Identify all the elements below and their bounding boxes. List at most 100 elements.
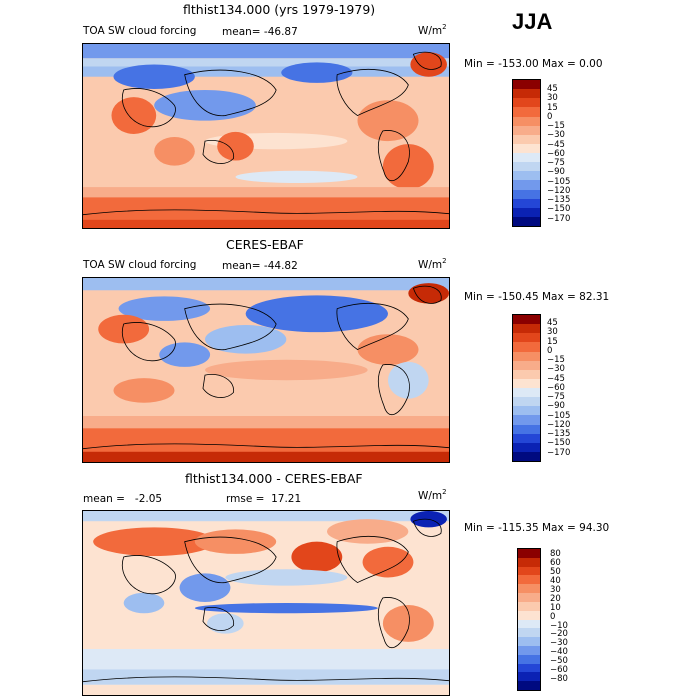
- legend-colorbar: [512, 314, 541, 462]
- min-max-text: Min = -150.45 Max = 82.31: [464, 291, 610, 303]
- legend-swatch: [518, 637, 540, 646]
- legend-swatch: [513, 315, 540, 325]
- legend-tick-label: −80: [550, 674, 568, 685]
- panel-title: CERES-EBAF: [226, 237, 304, 252]
- legend-tick-label: −170: [547, 213, 571, 224]
- rmse-value: rmse = 17.21: [226, 493, 302, 505]
- legend-swatch: [513, 424, 540, 434]
- units-base: W/m: [418, 259, 443, 271]
- map-plot: [82, 43, 450, 229]
- legend-tick-label: −60: [547, 148, 565, 159]
- legend-tick-label: 30: [547, 327, 558, 338]
- legend-swatch: [513, 369, 540, 379]
- legend-tick-label: 45: [547, 318, 558, 328]
- legend-tick-label: −135: [547, 429, 571, 439]
- legend-tick-label: −90: [547, 401, 565, 412]
- units-base: W/m: [418, 25, 443, 37]
- legend-swatch: [513, 378, 540, 388]
- legend-tick-label: −45: [547, 373, 565, 384]
- legend-tick-label: 0: [547, 111, 553, 122]
- legend-ticks: 80 60 50 40 30 20 10 0 −10 −20 −30 −40 −50 −60 −80: [550, 549, 568, 685]
- units-label: W/m2: [418, 23, 447, 38]
- legend-swatch: [513, 351, 540, 361]
- mean-value: mean= -44.82: [222, 260, 298, 272]
- legend-swatch: [513, 442, 540, 452]
- legend-tick-label: 10: [550, 602, 561, 613]
- map-field: [83, 278, 449, 462]
- map-field: [83, 44, 449, 228]
- legend-swatch: [513, 143, 540, 153]
- legend-tick-label: 30: [550, 584, 561, 595]
- legend-tick-label: −105: [547, 410, 571, 421]
- legend-tick-label: −120: [547, 185, 571, 196]
- legend-swatch: [518, 681, 540, 690]
- legend-tick-label: −50: [550, 656, 568, 667]
- legend-swatch: [518, 584, 540, 594]
- legend-swatch: [518, 619, 540, 629]
- legend-swatch: [513, 324, 540, 334]
- legend-swatch: [513, 451, 540, 461]
- units-exponent: 2: [442, 257, 447, 265]
- legend-swatch: [513, 207, 540, 217]
- legend-swatch: [518, 601, 540, 611]
- legend-swatch: [513, 216, 540, 226]
- legend-tick-label: −60: [550, 665, 568, 676]
- legend-swatch: [513, 180, 540, 190]
- legend-swatch: [518, 593, 540, 602]
- season-label: JJA: [512, 9, 553, 34]
- legend-swatch: [513, 153, 540, 163]
- legend-swatch: [513, 80, 540, 90]
- legend-tick-label: −30: [550, 638, 568, 649]
- legend-tick-label: −20: [550, 629, 568, 640]
- mean-value: mean = -2.05: [83, 493, 163, 505]
- units-base: W/m: [418, 490, 443, 502]
- legend-tick-label: −30: [547, 364, 565, 375]
- legend-tick-label: −75: [547, 158, 565, 168]
- legend-tick-label: 0: [550, 611, 556, 622]
- legend-tick-label: 20: [550, 593, 561, 604]
- min-max-text: Min = -115.35 Max = 94.30: [464, 522, 610, 534]
- legend-swatch: [513, 333, 540, 343]
- map-plot: [82, 277, 450, 463]
- mean-value: mean= -46.87: [222, 26, 298, 38]
- legend-tick-label: −90: [547, 167, 565, 178]
- legend-tick-label: −15: [547, 355, 565, 365]
- legend-swatch: [518, 610, 540, 620]
- legend-swatch: [518, 654, 540, 664]
- legend-tick-label: 80: [550, 549, 561, 559]
- legend-tick-label: −105: [547, 176, 571, 187]
- panel-title: flthist134.000 - CERES-EBAF: [185, 471, 363, 486]
- legend-swatch: [518, 663, 540, 673]
- units-exponent: 2: [442, 488, 447, 496]
- legend-swatch: [518, 645, 540, 655]
- field-label: TOA SW cloud forcing: [83, 25, 197, 37]
- legend-tick-label: −40: [550, 647, 568, 658]
- legend-swatch: [513, 134, 540, 144]
- legend-tick-label: −60: [547, 382, 565, 393]
- units-label: W/m2: [418, 488, 447, 503]
- legend-tick-label: 15: [547, 336, 558, 347]
- legend-tick-label: 0: [547, 345, 553, 356]
- legend-tick-label: 30: [547, 93, 558, 104]
- legend-swatch: [513, 189, 540, 199]
- legend-swatch: [513, 116, 540, 126]
- legend-swatch: [513, 89, 540, 99]
- legend-swatch: [513, 360, 540, 370]
- legend-swatch: [513, 98, 540, 108]
- legend-swatch: [513, 342, 540, 352]
- legend-swatch: [513, 107, 540, 117]
- min-max-text: Min = -153.00 Max = 0.00: [464, 58, 603, 70]
- legend-tick-label: −10: [550, 620, 568, 631]
- legend-swatch: [518, 557, 540, 567]
- legend-swatch: [513, 125, 540, 135]
- legend-tick-label: −170: [547, 447, 571, 458]
- units-exponent: 2: [442, 23, 447, 31]
- legend-swatch: [513, 171, 540, 181]
- legend-tick-label: −45: [547, 139, 565, 150]
- legend-swatch: [513, 397, 540, 407]
- legend-swatch: [513, 406, 540, 416]
- legend-tick-label: −150: [547, 204, 571, 215]
- legend-colorbar: [517, 548, 541, 691]
- legend-tick-label: 60: [550, 557, 561, 568]
- legend-swatch: [518, 566, 540, 576]
